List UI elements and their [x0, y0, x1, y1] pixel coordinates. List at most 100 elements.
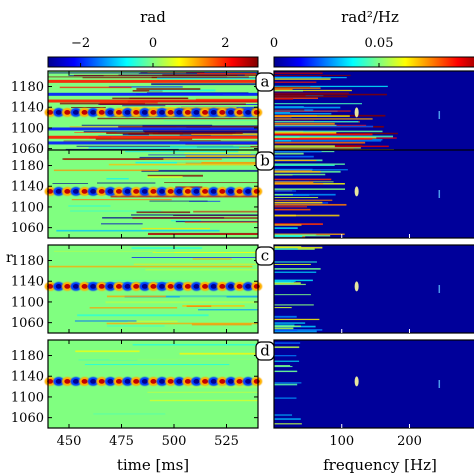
- phase-streak: [109, 358, 258, 360]
- phase-blob-core: [98, 189, 105, 194]
- row-label-c: c: [255, 246, 275, 266]
- spectrum-streak: [274, 268, 321, 270]
- phase-streak: [197, 309, 258, 311]
- spectrum-streak: [274, 325, 301, 327]
- phase-blob-core: [72, 379, 79, 384]
- phase-blob-core: [253, 110, 260, 115]
- phase-streak: [99, 103, 246, 105]
- phase-streak: [145, 269, 258, 271]
- spectrum-streak: [274, 86, 311, 88]
- y-tick-label: 1100: [11, 390, 44, 405]
- spectrum-streak: [274, 115, 292, 118]
- phase-streak: [141, 169, 258, 172]
- spectrum-streak: [274, 152, 304, 155]
- phase-blob-core: [193, 189, 200, 194]
- spectrum-streak: [274, 355, 297, 357]
- spectrum-streak: [274, 263, 311, 266]
- spectrum-streak: [274, 181, 314, 183]
- y-tick-label: 1180: [11, 80, 44, 95]
- y-tick-label: 1060: [11, 221, 44, 236]
- phase-blob-core: [90, 110, 97, 115]
- phase-streak: [97, 117, 258, 120]
- phase-streak: [184, 152, 251, 154]
- panel-grid: 1060 1100 1140 1180 a 1060 1100 1140 1180 b 1060 11…: [11, 70, 474, 449]
- spectrum-panel-background: [274, 245, 474, 333]
- phase-streak: [147, 233, 258, 235]
- y-tick-label: 1060: [11, 411, 44, 426]
- spectrum-streak: [274, 155, 314, 158]
- time-axis-label: time [ms]: [117, 456, 189, 474]
- spectrum-streak: [274, 214, 340, 217]
- frequency-tick-label: 200: [397, 434, 422, 449]
- phase-blob-core: [124, 379, 131, 384]
- spectrum-streak: [274, 329, 298, 331]
- phase-streak: [191, 323, 252, 326]
- phase-blob-core: [176, 189, 183, 194]
- spectrum-colorbar-gradient: [273, 56, 474, 68]
- phase-blob-core: [90, 189, 97, 194]
- y-tick-label: 1140: [11, 275, 44, 290]
- spectrum-panel-frame: [273, 244, 474, 334]
- time-tick-label: 500: [162, 434, 187, 449]
- spectrum-streak: [274, 103, 362, 105]
- phase-streak: [106, 322, 258, 325]
- spectrum-streak: [274, 318, 320, 321]
- spectrum-panel-d: 100 200: [273, 339, 474, 449]
- y-tick-label: 1060: [11, 316, 44, 331]
- spectrum-panel-c: [273, 244, 474, 334]
- phase-blob-core: [64, 379, 71, 384]
- time-tick-label: 450: [57, 434, 82, 449]
- spectrum-streak: [274, 145, 335, 148]
- spectrum-streak: [274, 197, 319, 199]
- phase-blob-core: [236, 379, 243, 384]
- phase-streak: [106, 132, 243, 134]
- spectrum-streak: [274, 246, 302, 248]
- phase-blob-core: [159, 110, 166, 115]
- phase-colorbar-tick-label: 2: [221, 36, 229, 51]
- phase-streak: [101, 223, 143, 225]
- row-label-box: [255, 72, 275, 92]
- phase-streak: [110, 195, 259, 198]
- phase-streak: [151, 83, 258, 86]
- row-label-text: d: [260, 342, 270, 360]
- phase-panel-frame: [47, 339, 259, 429]
- phase-streak: [70, 210, 164, 212]
- row-label-text: b: [260, 152, 270, 170]
- spectrum-streak: [274, 279, 313, 282]
- time-tick-label: 475: [109, 434, 134, 449]
- spectrum-streak: [274, 261, 317, 263]
- spectrum-colorbar-label: rad²/Hz: [341, 8, 399, 26]
- spectrum-colorbar-tick-label: 0: [270, 36, 278, 51]
- phase-streak: [56, 229, 220, 232]
- frequency-tick-label: 100: [329, 434, 354, 449]
- spectrum-peak: [354, 281, 359, 292]
- phase-streak: [179, 296, 227, 299]
- spectrum-streak: [274, 88, 293, 91]
- phase-streak: [52, 183, 89, 184]
- phase-streak: [147, 391, 258, 393]
- phase-band: [48, 141, 258, 145]
- y-tick-label: 1100: [11, 121, 44, 136]
- time-tick-label: 525: [214, 434, 239, 449]
- phase-streak: [77, 314, 209, 317]
- spectrum-streak: [274, 110, 351, 112]
- y-tick-label: 1060: [11, 142, 44, 157]
- phase-streak: [125, 151, 239, 153]
- spectrum-streak: [274, 304, 314, 306]
- phase-streak: [127, 320, 178, 323]
- spectrum-panel-frame: [273, 339, 474, 429]
- phase-panel-frame: [47, 149, 259, 239]
- phase-blob-core: [227, 110, 234, 115]
- spectrum-streak: [274, 106, 341, 109]
- spectrum-peak: [354, 376, 359, 387]
- spectrum-streak: [274, 327, 294, 330]
- phase-band: [48, 79, 258, 83]
- phase-blob-core: [141, 379, 148, 384]
- phase-blob-core: [159, 189, 166, 194]
- phase-streak: [175, 220, 258, 223]
- phase-blob-core: [193, 284, 200, 289]
- phase-streak: [48, 265, 253, 268]
- phase-streak: [187, 386, 258, 388]
- phase-streak: [179, 352, 258, 355]
- phase-streak: [71, 199, 172, 201]
